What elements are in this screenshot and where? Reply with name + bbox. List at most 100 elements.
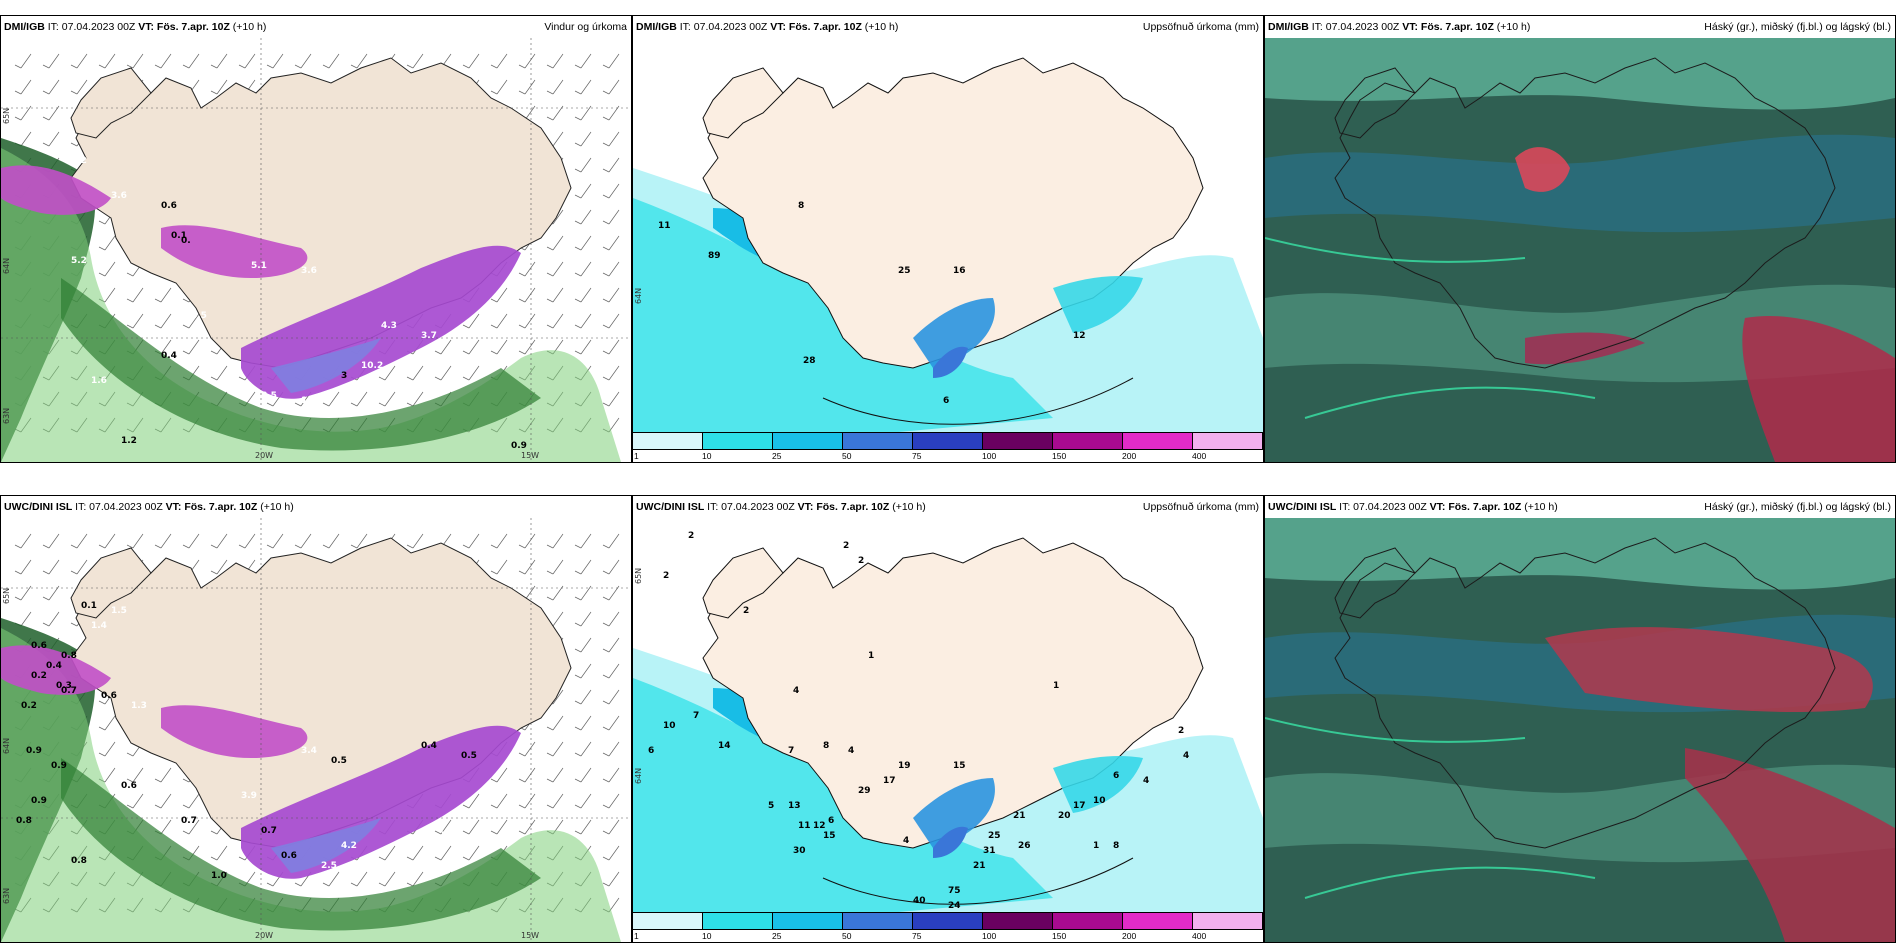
init-time: IT: 07.04.2023 00Z — [1339, 501, 1430, 513]
colorbar-tick: 10 — [702, 451, 712, 461]
panel-title: Vindur og úrkoma — [544, 21, 627, 33]
colorbar-tick: 1 — [634, 451, 639, 461]
colorbar-swatch — [983, 433, 1053, 449]
map-panel-p2: DMI/IGB IT: 07.04.2023 00Z VT: Fös. 7.ap… — [632, 15, 1264, 463]
precip-label: 30 — [793, 846, 806, 856]
precip-label: 8 — [798, 201, 804, 211]
init-time: IT: 07.04.2023 00Z — [679, 21, 771, 33]
wind-precip-label: 0. — [181, 236, 191, 246]
colorbar-tick: 25 — [772, 451, 782, 461]
map-panel-p6: UWC/DINI ISL IT: 07.04.2023 00Z VT: Fös.… — [1264, 495, 1896, 943]
colorbar-tick: 50 — [842, 451, 852, 461]
precip-label: 25 — [988, 831, 1001, 841]
wind-precip-map: 4.2 3.6 0.6 0.10. 5.2 4.1 5.1 3.6 4.5 0.4 4.3 3.7 10… — [1, 38, 631, 462]
axis-label: 64N — [634, 768, 643, 784]
colorbar-tick: 1 — [634, 931, 639, 941]
wind-precip-label: 0.9 — [511, 441, 527, 451]
precip-label: 11 — [798, 821, 811, 831]
wind-precip-label: 10.2 — [361, 361, 383, 371]
wind-precip-label: 3.9 — [241, 791, 257, 801]
precip-label: 40 — [913, 896, 926, 906]
precip-label: 8 — [1113, 841, 1119, 851]
colorbar-tick: 100 — [982, 451, 997, 461]
precip-label: 2 — [843, 541, 849, 551]
wind-precip-label: 0.7 — [61, 686, 77, 696]
precip-label: 7 — [788, 746, 794, 756]
colorbar-tick: 100 — [982, 931, 997, 941]
wind-precip-map: 0.1 1.51.40.60.80.40.20.30.60.20.71.30.90… — [1, 518, 631, 942]
axis-label: 64N — [2, 258, 11, 274]
precip-label: 1 — [1053, 681, 1059, 691]
wind-precip-label: 0.8 — [71, 856, 87, 866]
precip-label: 19 — [898, 761, 911, 771]
wind-precip-label: 0.6 — [121, 781, 137, 791]
wind-precip-label: 4.7 — [421, 371, 437, 381]
panel-title: Uppsöfnuð úrkoma (mm) — [1142, 501, 1259, 513]
colorbar-swatch — [633, 913, 703, 929]
wind-precip-label: 4.3 — [381, 321, 397, 331]
axis-label: 64N — [634, 288, 643, 304]
model-source: UWC/DINI ISL — [636, 501, 705, 513]
colorbar-swatch — [1193, 913, 1263, 929]
wind-precip-label: 0.6 — [161, 201, 177, 211]
wind-precip-label: 1.5 — [111, 606, 127, 616]
valid-time: VT: Fös. 7.apr. 10Z — [797, 501, 890, 513]
axis-label: 63N — [2, 888, 11, 904]
valid-time: VT: Fös. 7.apr. 10Z — [1402, 21, 1494, 33]
precip-label: 6 — [828, 816, 834, 826]
valid-time: VT: Fös. 7.apr. 10Z — [165, 501, 258, 513]
precip-label: 2 — [858, 556, 864, 566]
wind-precip-label: 5.2 — [71, 256, 87, 266]
colorbar-swatch — [913, 913, 983, 929]
wind-precip-label: 4.1 — [101, 251, 117, 261]
lead-time: (+10 h) — [1496, 21, 1531, 33]
wind-precip-label: 5.3 — [441, 831, 457, 841]
axis-label: 15W — [521, 451, 539, 460]
cloud-cover-map — [1265, 38, 1895, 462]
wind-precip-label: 0.7 — [181, 816, 197, 826]
colorbar-tick: 200 — [1122, 931, 1137, 941]
wind-precip-label: 0.1 — [171, 231, 187, 241]
init-time: IT: 07.04.2023 00Z — [1311, 21, 1403, 33]
colorbar-tick: 400 — [1192, 931, 1207, 941]
panel-header: DMI/IGB IT: 07.04.2023 00Z VT: Fös. 7.ap… — [633, 16, 1263, 38]
wind-precip-label: 1.4 — [91, 621, 107, 631]
colorbar-swatch — [703, 913, 773, 929]
colorbar-swatch — [1193, 433, 1263, 449]
precip-label: 12 — [1073, 331, 1086, 341]
axis-label: 65N — [2, 588, 11, 604]
wind-precip-label: 3.7 — [421, 331, 437, 341]
colorbar-swatch — [843, 913, 913, 929]
wind-precip-label: 0.3 — [56, 681, 72, 691]
precip-label: 4 — [848, 746, 854, 756]
valid-time: VT: Fös. 7.apr. 10Z — [138, 21, 230, 33]
precip-label: 17 — [883, 776, 896, 786]
colorbar-tick: 150 — [1052, 451, 1067, 461]
panel-title: Uppsöfnuð úrkoma (mm) — [1142, 21, 1259, 33]
precip-label: 2 — [688, 531, 694, 541]
colorbar-tick: 200 — [1122, 451, 1137, 461]
axis-label: 64N — [2, 738, 11, 754]
wind-precip-label: 2.5 — [321, 861, 337, 871]
colorbar-tick: 25 — [772, 931, 782, 941]
precip-label: 6 — [943, 396, 949, 406]
wind-precip-label: 1.2 — [121, 436, 137, 446]
precip-label: 1 — [1093, 841, 1099, 851]
wind-precip-label: 5.1 — [251, 261, 267, 271]
precip-label: 10 — [663, 721, 676, 731]
precip-label: 21 — [973, 861, 986, 871]
wind-precip-label: 8.5 — [261, 391, 277, 401]
wind-precip-label: 1.6 — [91, 376, 107, 386]
colorbar-swatch — [843, 433, 913, 449]
precip-label: 2 — [743, 606, 749, 616]
wind-precip-label: 0.2 — [21, 701, 37, 711]
precip-label: 12 — [813, 821, 826, 831]
lead-time: (+10 h) — [260, 501, 294, 513]
colorbar-tick: 75 — [912, 931, 922, 941]
precip-label: 20 — [1058, 811, 1071, 821]
precip-label: 14 — [718, 741, 731, 751]
wind-precip-label: 4.5 — [191, 311, 207, 321]
wind-precip-label: 0.2 — [31, 671, 47, 681]
colorbar-tick: 75 — [912, 451, 922, 461]
lead-time: (+10 h) — [232, 21, 267, 33]
